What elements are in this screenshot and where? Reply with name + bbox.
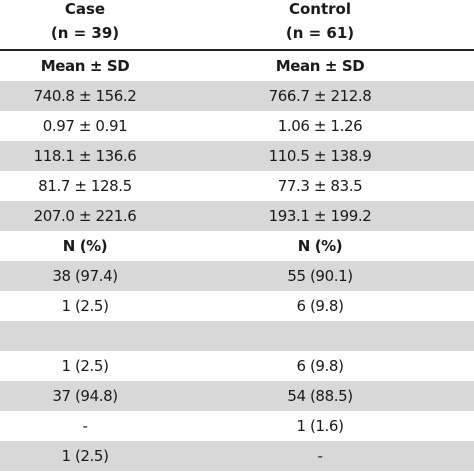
table-row: N (%) N (%) (0, 231, 474, 261)
table-row: 38 (97.4) 55 (90.1) (0, 261, 474, 291)
table-row: - 1 (1.6) (0, 411, 474, 441)
table-cell: 77.3 ± 83.5 (277, 177, 363, 195)
table-row: 37 (94.8) 54 (88.5) (0, 381, 474, 411)
column-header: Case (64, 0, 106, 18)
column-header: Control (288, 0, 351, 18)
table-cell: N (%) (297, 237, 343, 255)
column-n: (n = 61) (285, 24, 355, 42)
table-cell: 740.8 ± 156.2 (33, 87, 137, 105)
table-cell: 1 (2.5) (61, 447, 109, 465)
column-n: (n = 39) (50, 24, 120, 42)
table-cell: 0.97 ± 0.91 (42, 117, 128, 135)
table-row: 1 (2.5) 6 (9.8) (0, 351, 474, 381)
table-cell: 1 (2.5) (61, 357, 109, 375)
table-cell: 37 (94.8) (52, 387, 118, 405)
table-cell: Mean ± SD (40, 57, 130, 75)
table-row (0, 321, 474, 351)
table-row: 118.1 ± 136.6 110.5 ± 138.9 (0, 141, 474, 171)
table-cell: 766.7 ± 212.8 (268, 87, 372, 105)
table-cell: 193.1 ± 199.2 (268, 207, 372, 225)
table-cell: 1 (1.6) (296, 417, 344, 435)
table-cell: 118.1 ± 136.6 (33, 147, 137, 165)
table-row: 0.97 ± 0.91 1.06 ± 1.26 (0, 111, 474, 141)
table-row: 1 (2.5) - (0, 441, 474, 471)
table-cell: 54 (88.5) (287, 387, 353, 405)
table-cell: 81.7 ± 128.5 (38, 177, 132, 195)
table-cell: - (82, 417, 88, 435)
table-cell: 55 (90.1) (287, 267, 353, 285)
table-cell: - (317, 447, 323, 465)
table-row: 740.8 ± 156.2 766.7 ± 212.8 (0, 81, 474, 111)
table-row: 207.0 ± 221.6 193.1 ± 199.2 (0, 201, 474, 231)
header-rule (0, 49, 474, 51)
table-cell: N (%) (62, 237, 108, 255)
table-row: 81.7 ± 128.5 77.3 ± 83.5 (0, 171, 474, 201)
table-cell: 6 (9.8) (296, 357, 344, 375)
table-cell: 1.06 ± 1.26 (277, 117, 363, 135)
table-row: Mean ± SD Mean ± SD (0, 51, 474, 81)
table-cell: 207.0 ± 221.6 (33, 207, 137, 225)
table-cell: 110.5 ± 138.9 (268, 147, 372, 165)
table-cell: 1 (2.5) (61, 297, 109, 315)
table-cell: 38 (97.4) (52, 267, 118, 285)
table-cell: 6 (9.8) (296, 297, 344, 315)
table-row: 1 (2.5) 6 (9.8) (0, 291, 474, 321)
table-cell: Mean ± SD (275, 57, 365, 75)
